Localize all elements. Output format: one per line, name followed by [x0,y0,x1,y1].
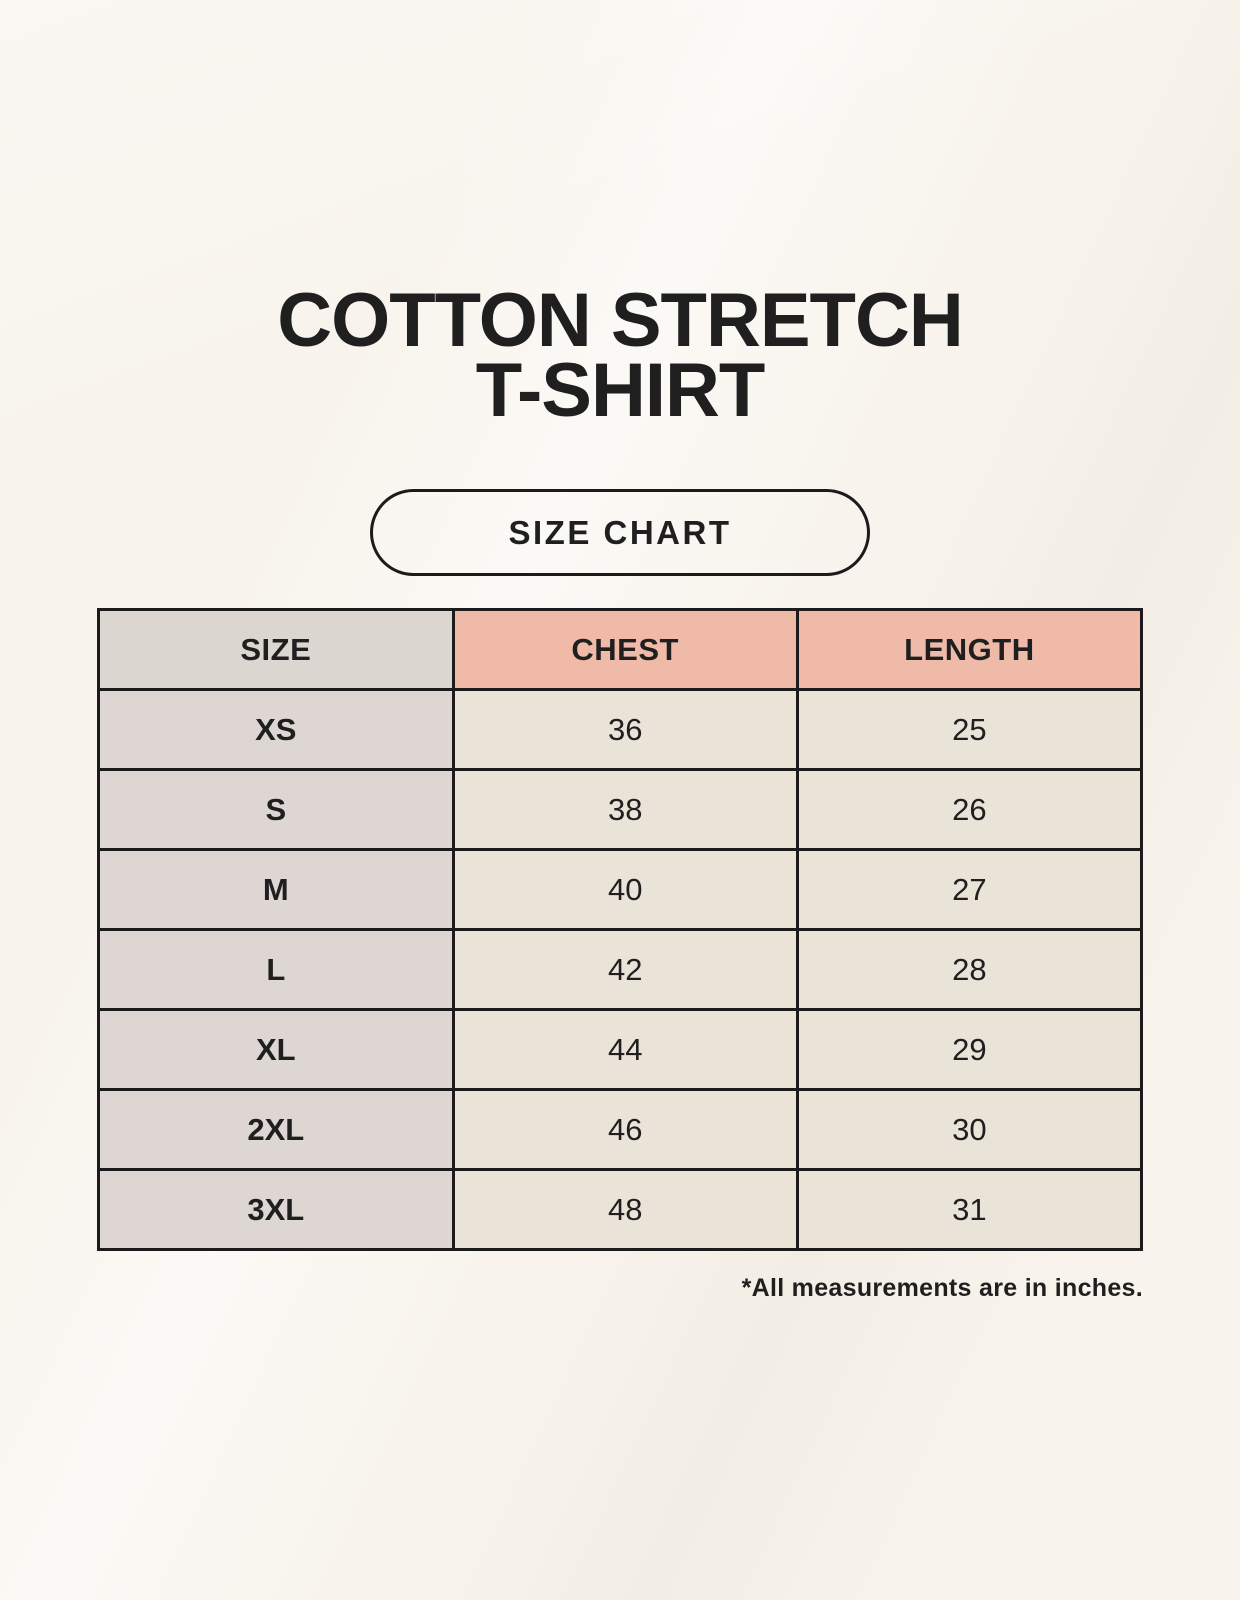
size-label-cell: XS [97,688,455,771]
chest-value-cell: 44 [451,1008,799,1091]
size-table-row: XS 36 25 [97,688,1144,771]
length-value-cell: 30 [795,1088,1144,1171]
column-header-size: SIZE [97,608,455,691]
title-line-1: COTTON STRETCH [277,278,963,363]
size-table-body: XS 36 25 S 38 26 M 40 27 L 42 28 XL 44 29 2XL 46 30 3XL 48 3… [97,688,1144,1251]
length-value-cell: 27 [795,848,1144,931]
column-header-chest: CHEST [451,608,799,691]
chest-value-cell: 46 [451,1088,799,1171]
size-label-cell: 2XL [97,1088,455,1171]
size-chart-badge-label: SIZE CHART [508,513,732,551]
size-table-header-row: SIZE CHEST LENGTH [97,608,1144,691]
size-table-row: M 40 27 [97,848,1144,931]
size-table: SIZE CHEST LENGTH XS 36 25 S 38 26 M 40 27 L 42 28 X… [97,608,1144,1251]
page-title: COTTON STRETCH T-SHIRT [0,278,1240,433]
chest-value-cell: 40 [451,848,799,931]
chest-value-cell: 48 [451,1168,799,1251]
size-table-row: L 42 28 [97,928,1144,1011]
chest-value-cell: 38 [451,768,799,851]
chest-value-cell: 42 [451,928,799,1011]
size-label-cell: S [97,768,455,851]
size-label-cell: 3XL [97,1168,455,1251]
title-line-2: T-SHIRT [475,348,766,433]
size-chart-badge: SIZE CHART [370,489,870,576]
size-table-row: 3XL 48 31 [97,1168,1144,1251]
size-label-cell: XL [97,1008,455,1091]
size-table-row: S 38 26 [97,768,1144,851]
size-label-cell: L [97,928,455,1011]
length-value-cell: 26 [795,768,1144,851]
column-header-length: LENGTH [795,608,1144,691]
chest-value-cell: 36 [451,688,799,771]
length-value-cell: 31 [795,1168,1144,1251]
length-value-cell: 25 [795,688,1144,771]
length-value-cell: 29 [795,1008,1144,1091]
size-table-row: XL 44 29 [97,1008,1144,1091]
size-label-cell: M [97,848,455,931]
length-value-cell: 28 [795,928,1144,1011]
measurement-unit-note: *All measurements are in inches. [741,1274,1143,1302]
size-table-row: 2XL 46 30 [97,1088,1144,1171]
